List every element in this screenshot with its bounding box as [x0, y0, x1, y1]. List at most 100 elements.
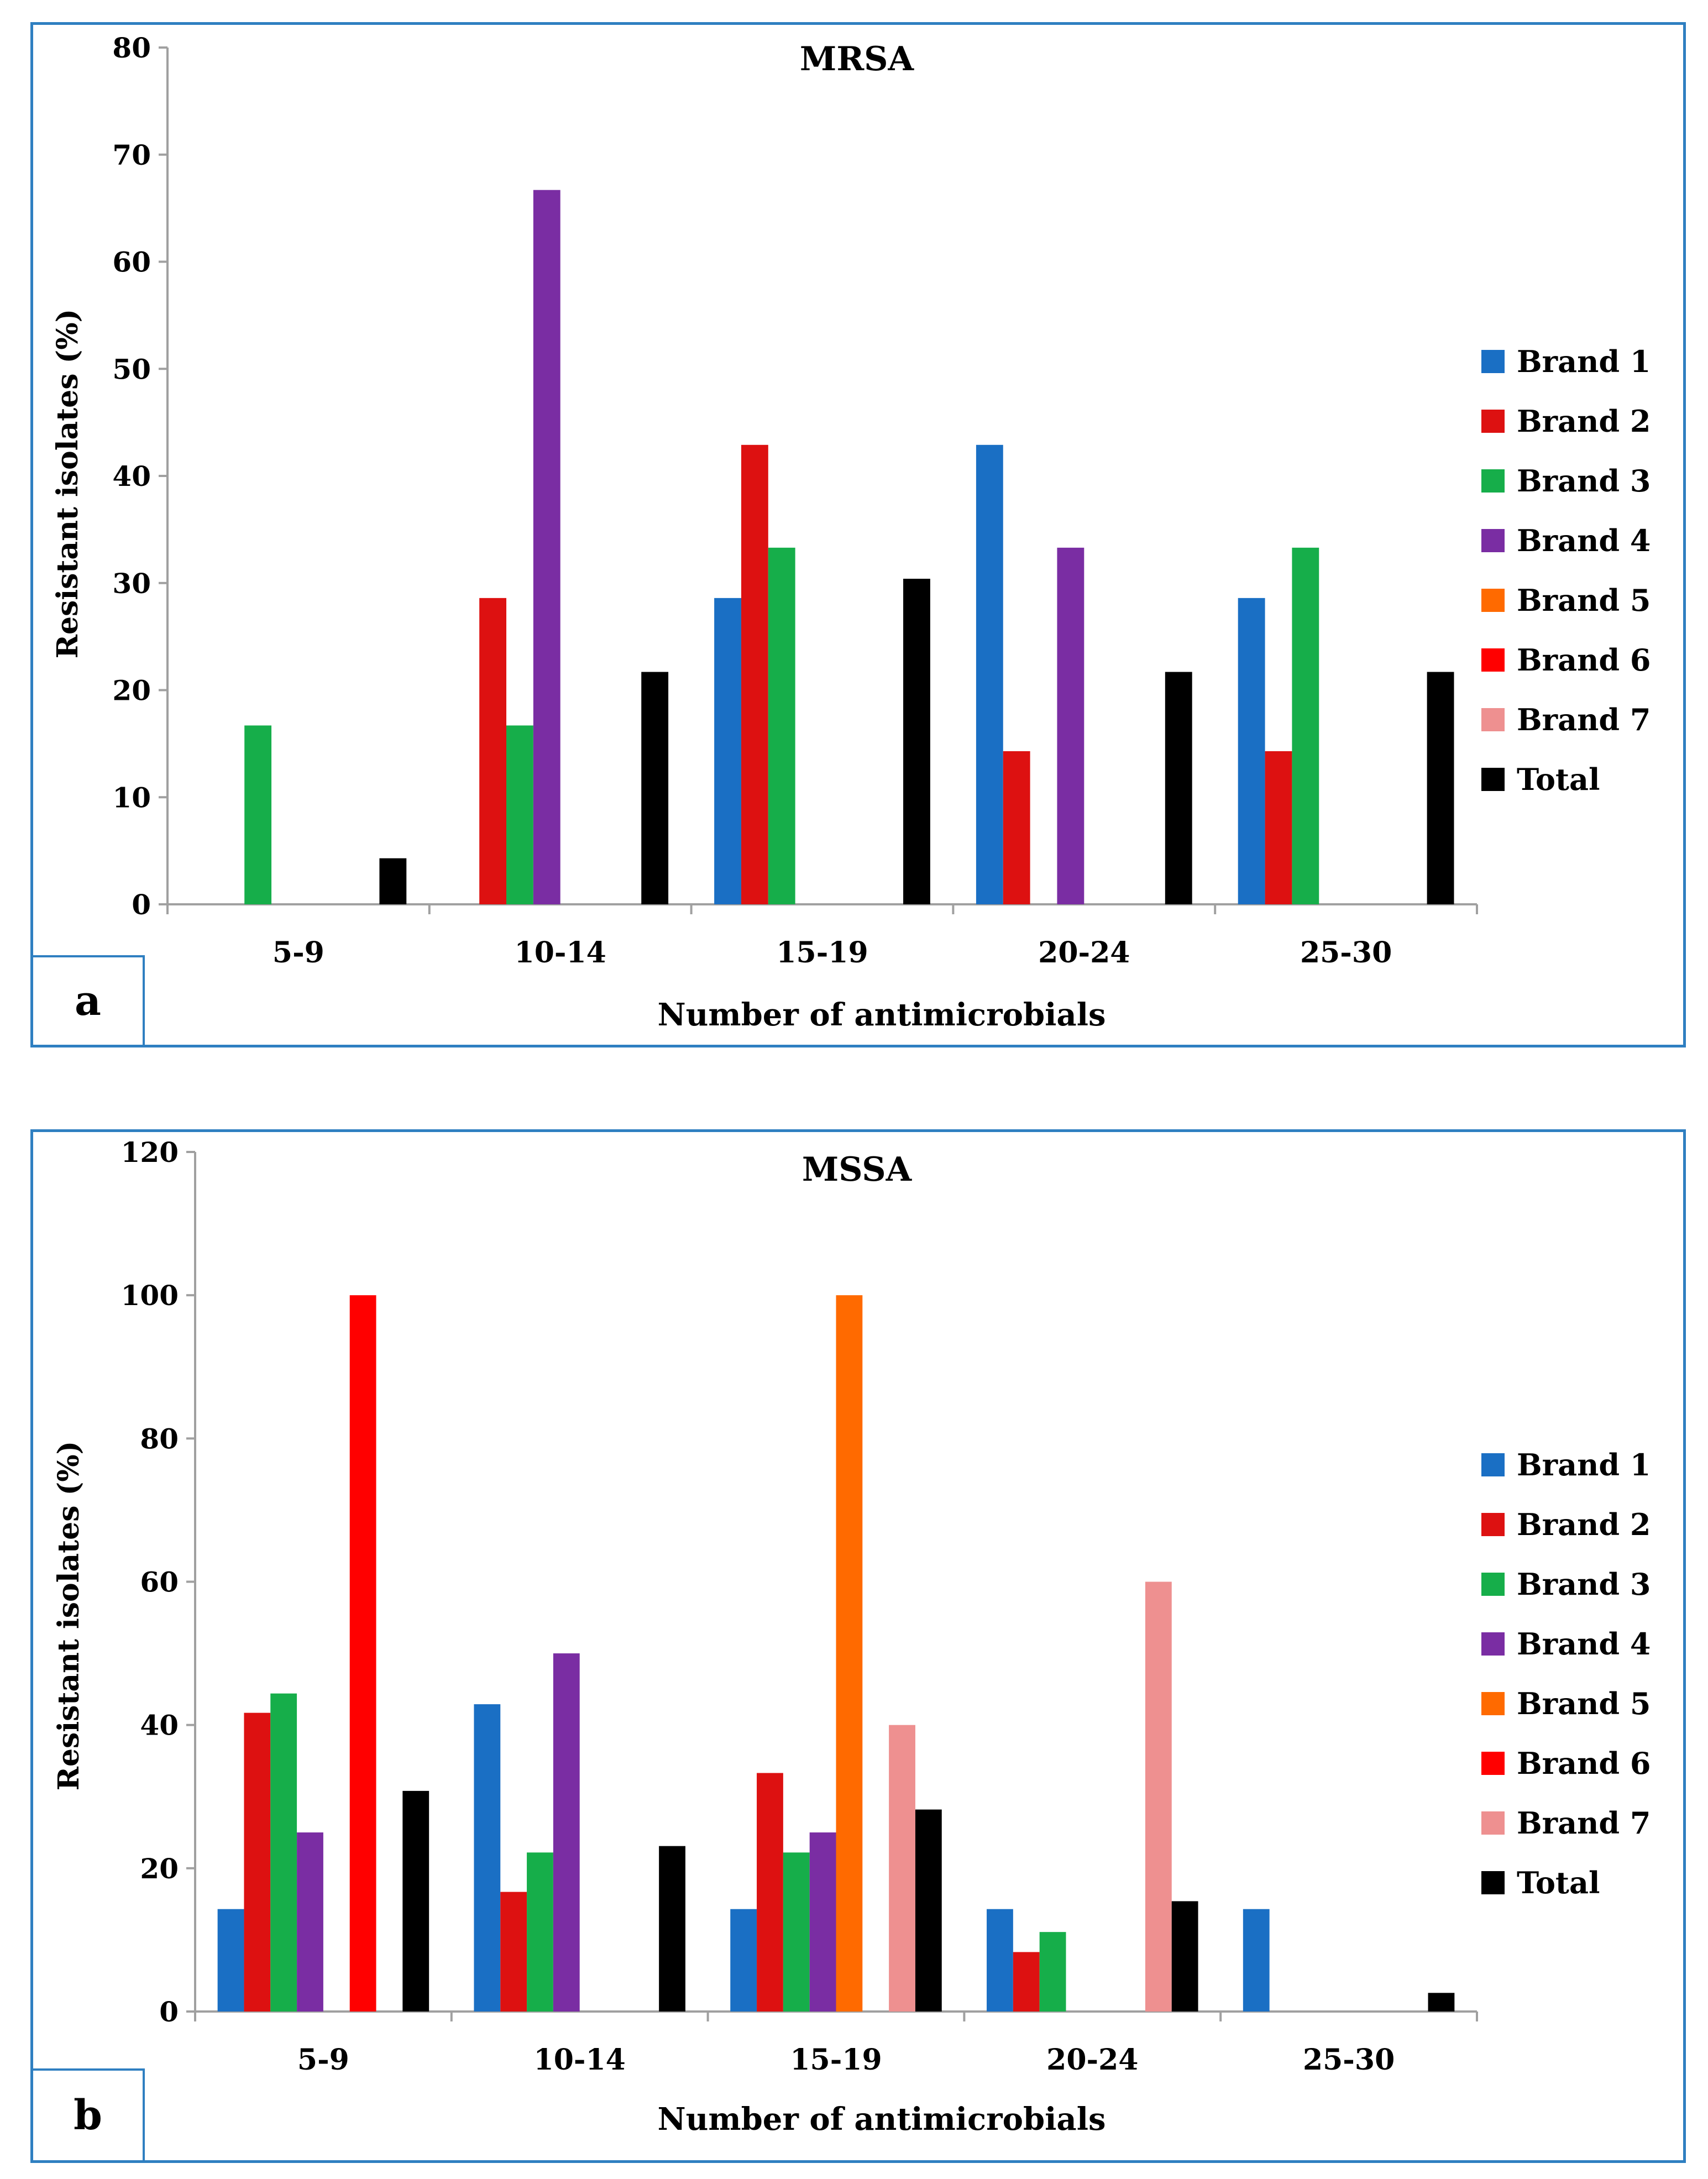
- bar-brand-2-10-14: [500, 1892, 527, 2012]
- bar-brand-1-20-24: [987, 1909, 1013, 2012]
- legend-label: Brand 5: [1517, 1686, 1651, 1721]
- y-tick-label: 40: [140, 1709, 179, 1742]
- legend-label: Brand 4: [1517, 1626, 1651, 1662]
- x-axis-label: Number of antimicrobials: [657, 997, 1106, 1033]
- y-tick-label: 70: [112, 139, 151, 171]
- y-tick-label: 120: [121, 1136, 179, 1169]
- bar-brand-6-5-9: [349, 1295, 376, 2012]
- y-tick-label: 80: [140, 1422, 179, 1455]
- bar-brand-1-20-24: [976, 444, 1003, 904]
- y-tick-label: 100: [121, 1279, 179, 1312]
- legend-label: Brand 4: [1517, 523, 1651, 558]
- legend-swatch: [1481, 768, 1505, 791]
- y-tick-label: 60: [112, 246, 151, 279]
- legend-swatch: [1481, 529, 1505, 552]
- bar-total-20-24: [1171, 1901, 1198, 2012]
- legend-a: Brand 1 Brand 2 Brand 3 Brand 4 Brand 5 Brand…: [1481, 332, 1651, 809]
- bar-brand-7-15-19: [889, 1725, 915, 2012]
- bar-total-10-14: [641, 672, 669, 904]
- legend-item-brand-5: Brand 5: [1481, 570, 1651, 630]
- bar-total-10-14: [659, 1846, 685, 2012]
- legend-label: Brand 1: [1517, 1447, 1651, 1483]
- x-tick-label: 10-14: [534, 2043, 626, 2077]
- legend-label: Brand 6: [1517, 1746, 1651, 1781]
- bar-brand-4-15-19: [809, 1832, 836, 2012]
- bar-brand-1-5-9: [217, 1909, 244, 2012]
- chart-title: MSSA: [802, 1150, 913, 1189]
- x-tick-label: 25-30: [1303, 2043, 1395, 2077]
- bar-brand-2-5-9: [244, 1712, 271, 2012]
- legend-label: Total: [1517, 762, 1600, 797]
- x-tick-label: 20-24: [1038, 936, 1130, 970]
- panel-label-b: b: [33, 2068, 145, 2160]
- legend-swatch: [1481, 589, 1505, 612]
- bar-brand-3-25-30: [1292, 547, 1319, 904]
- legend-item-brand-7: Brand 7: [1481, 1793, 1651, 1853]
- legend-item-brand-4: Brand 4: [1481, 511, 1651, 570]
- bar-total-25-30: [1428, 1993, 1455, 2012]
- bar-brand-2-20-24: [1013, 1952, 1040, 2012]
- chart-panel-a: 0 10 20 30 40 50 60 70 80 5-9 10-14 15-19 20-24 25-30…: [30, 22, 1686, 1047]
- x-tick-label: 15-19: [776, 936, 868, 970]
- legend-label: Brand 6: [1517, 642, 1651, 678]
- legend-item-brand-3: Brand 3: [1481, 451, 1651, 511]
- legend-label: Brand 7: [1517, 702, 1651, 737]
- y-tick-label: 80: [112, 32, 151, 64]
- bar-brand-3-5-9: [270, 1693, 297, 2012]
- legend-item-brand-2: Brand 2: [1481, 391, 1651, 451]
- bar-total-5-9: [402, 1790, 429, 2012]
- y-tick-label: 40: [112, 460, 151, 493]
- bar-total-5-9: [379, 858, 407, 904]
- y-axis-label: Resistant isolates (%): [51, 309, 85, 659]
- bar-brand-7-20-24: [1145, 1581, 1172, 2012]
- y-tick-label: 10: [112, 781, 151, 814]
- y-tick-label: 20: [112, 674, 151, 707]
- legend-item-brand-6: Brand 6: [1481, 630, 1651, 690]
- legend-swatch: [1481, 1692, 1505, 1715]
- bar-total-25-30: [1427, 672, 1454, 904]
- bar-brand-1-15-19: [714, 598, 741, 904]
- x-tick-label: 20-24: [1046, 2043, 1138, 2077]
- legend-swatch: [1481, 1632, 1505, 1656]
- bar-brand-1-25-30: [1243, 1909, 1270, 2012]
- x-tick-label: 25-30: [1300, 936, 1392, 970]
- chart-panel-b: 0 20 40 60 80 100 120 5-9 10-14 15-19 20-24 25-30 MS…: [30, 1129, 1686, 2163]
- y-tick-label: 0: [159, 1995, 179, 2028]
- legend-item-brand-6: Brand 6: [1481, 1733, 1651, 1793]
- legend-swatch: [1481, 1513, 1505, 1536]
- legend-swatch: [1481, 410, 1505, 433]
- legend-swatch: [1481, 1453, 1505, 1476]
- legend-item-total: Total: [1481, 1853, 1651, 1913]
- bar-brand-3-10-14: [527, 1852, 553, 2012]
- bar-brand-3-10-14: [506, 725, 533, 904]
- bar-brand-4-10-14: [553, 1653, 580, 2012]
- mssa-chart: 0 20 40 60 80 100 120 5-9 10-14 15-19 20-24 25-30 MS…: [52, 1136, 1478, 2138]
- legend-swatch: [1481, 648, 1505, 672]
- bar-brand-1-15-19: [730, 1909, 757, 2012]
- y-tick-label: 0: [132, 888, 151, 921]
- bar-brand-2-15-19: [757, 1773, 783, 2012]
- legend-swatch: [1481, 469, 1505, 493]
- legend-item-brand-1: Brand 1: [1481, 1435, 1651, 1495]
- legend-item-brand-7: Brand 7: [1481, 690, 1651, 750]
- legend-label: Brand 2: [1517, 1507, 1651, 1542]
- legend-item-brand-1: Brand 1: [1481, 332, 1651, 391]
- legend-label: Brand 3: [1517, 1567, 1651, 1602]
- bar-brand-2-10-14: [479, 598, 507, 904]
- legend-swatch: [1481, 350, 1505, 373]
- legend-item-brand-2: Brand 2: [1481, 1495, 1651, 1554]
- legend-item-total: Total: [1481, 750, 1651, 809]
- bar-total-20-24: [1165, 672, 1192, 904]
- bar-brand-3-5-9: [244, 725, 272, 904]
- x-tick-label: 15-19: [790, 2043, 882, 2077]
- legend-swatch: [1481, 1573, 1505, 1596]
- bar-brand-1-10-14: [474, 1704, 501, 2012]
- bar-brand-2-25-30: [1265, 751, 1292, 904]
- legend-swatch: [1481, 1752, 1505, 1775]
- panel-label-a: a: [33, 955, 145, 1045]
- legend-label: Brand 1: [1517, 344, 1651, 379]
- y-axis-label: Resistant isolates (%): [52, 1441, 86, 1791]
- x-tick-label: 5-9: [297, 2043, 349, 2077]
- bar-brand-4-20-24: [1057, 547, 1084, 904]
- bar-brand-5-15-19: [836, 1295, 863, 2012]
